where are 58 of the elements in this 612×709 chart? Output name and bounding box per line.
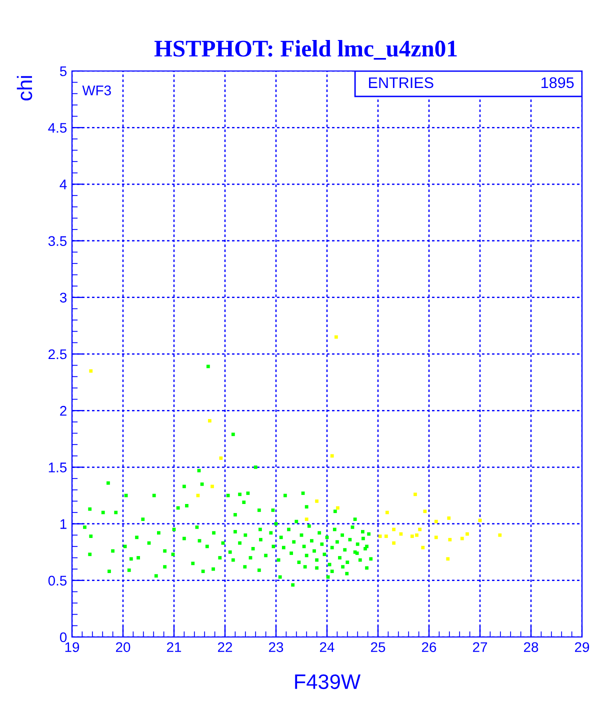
point: [392, 528, 396, 532]
point: [478, 518, 482, 522]
point: [385, 510, 389, 514]
point: [446, 557, 450, 561]
y-tick-label: 1.5: [48, 462, 67, 472]
point: [210, 484, 214, 488]
point: [415, 533, 418, 537]
chart-title: HSTPHOT: Field lmc_u4zn01: [154, 40, 457, 60]
point: [399, 532, 403, 536]
x-tick-label: 24: [320, 642, 334, 652]
y-tick-label: 3.5: [48, 236, 67, 246]
x-tick-label: 21: [166, 642, 182, 652]
point: [498, 533, 502, 537]
point: [330, 454, 334, 458]
x-tick-label: 23: [268, 642, 284, 652]
point: [421, 546, 425, 550]
point: [418, 528, 422, 532]
point: [434, 536, 438, 540]
x-tick-label: 25: [370, 642, 386, 652]
point: [434, 520, 438, 524]
point: [378, 534, 382, 538]
point: [414, 492, 417, 496]
point: [392, 541, 396, 545]
y-tick-label: 0: [60, 632, 67, 642]
x-tick-label: 28: [524, 642, 538, 652]
y-tick-label: 1: [60, 519, 66, 529]
point: [89, 369, 93, 373]
point: [208, 419, 212, 422]
y-tick-label: 5: [60, 66, 67, 76]
y-tick-label: 3: [60, 292, 67, 303]
y-tick-label: 4.5: [48, 123, 67, 133]
point: [410, 534, 414, 538]
x-tick-label: 27: [472, 642, 488, 652]
y-axis-title: chi: [16, 76, 32, 100]
annotation: 1895: [542, 77, 574, 88]
y-tick-label: 2: [60, 406, 66, 416]
point: [336, 506, 340, 510]
point: [423, 510, 427, 514]
y-tick-label: 4: [60, 180, 67, 190]
x-axis-title: F439W: [295, 674, 361, 690]
point: [219, 456, 223, 460]
y-tick-label: 0.5: [48, 576, 67, 586]
point: [448, 538, 452, 542]
point: [447, 516, 451, 520]
point: [334, 335, 338, 339]
x-tick-label: 20: [116, 642, 130, 652]
point: [466, 532, 469, 536]
x-tick-label: 19: [65, 642, 80, 652]
annotation: ENTRIES: [369, 77, 434, 88]
annotation: WF3: [82, 86, 111, 96]
point: [304, 518, 308, 521]
x-tick-label: 22: [218, 642, 232, 652]
point: [315, 499, 318, 503]
point: [384, 534, 388, 538]
point: [460, 536, 464, 540]
y-tick-label: 2.5: [48, 349, 67, 360]
x-tick-label: 26: [422, 642, 436, 652]
x-tick-label: 29: [574, 642, 590, 652]
